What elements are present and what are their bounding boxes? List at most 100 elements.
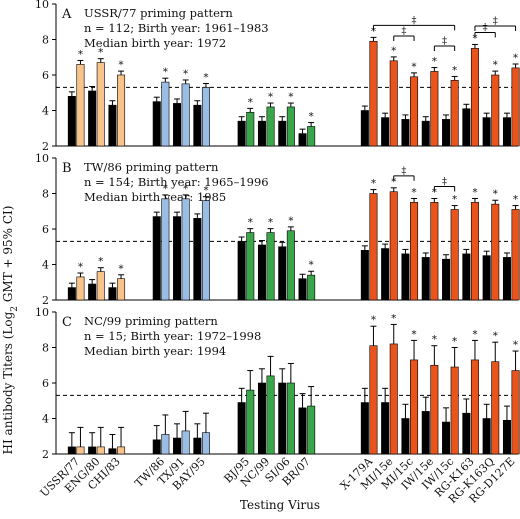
bar-nc-99-post — [266, 232, 275, 301]
bar-eng-80-post — [96, 62, 105, 147]
bar-si-06-baseline — [278, 382, 287, 455]
significance-star: * — [183, 69, 188, 80]
bar-bj-95-post — [246, 232, 255, 301]
panel-C-title-line: Median birth year: 1994 — [84, 344, 226, 358]
bar-mi-15c-post — [410, 359, 419, 455]
bar-x-179a-baseline — [360, 250, 369, 301]
bar-chi-83-post — [117, 74, 126, 147]
bar-x-179a-post — [369, 193, 378, 301]
bar-chi-83-post — [117, 278, 126, 301]
significance-star: * — [472, 187, 477, 198]
bar-rg-d127e-baseline — [502, 419, 511, 455]
panel-A-letter: A — [61, 7, 72, 22]
bar-rg-k163q-baseline — [482, 418, 491, 455]
significance-star: * — [119, 60, 124, 71]
bar-mi-15e-baseline — [381, 402, 390, 455]
bar-rg-d127e-post — [511, 209, 520, 301]
bar-iw-15c-baseline — [442, 421, 451, 455]
significance-star: * — [371, 179, 376, 190]
bar-rg-k163-post — [470, 202, 479, 301]
panel-B-title-line: n = 154; Birth year: 1965–1996 — [84, 175, 269, 189]
significance-star: * — [371, 26, 376, 37]
significance-star: * — [452, 337, 457, 348]
bar-mi-15c-post — [410, 202, 419, 301]
significance-star: * — [513, 340, 518, 351]
bar-bj-95-baseline — [237, 402, 246, 455]
bar-br-07-baseline — [298, 278, 307, 301]
significance-star: * — [391, 177, 396, 188]
panel-C-title-line: n = 15; Birth year: 1972–1998 — [84, 329, 261, 343]
bar-nc-99-post — [266, 106, 275, 147]
bar-rg-d127e-post — [511, 67, 520, 147]
significance-star: * — [119, 264, 124, 275]
panel-B-y-tick-label: 2 — [42, 294, 49, 307]
bar-bay-95-baseline — [193, 104, 202, 147]
significance-star: * — [183, 184, 188, 195]
bar-br-07-baseline — [298, 133, 307, 147]
comparison-marker: ‡ — [401, 26, 406, 37]
bar-mi-15c-baseline — [401, 253, 410, 301]
significance-star: * — [452, 195, 457, 206]
panel-C-y-tick-label: 10 — [35, 306, 49, 319]
bar-rg-k163q-baseline — [482, 117, 491, 147]
significance-star: * — [472, 33, 477, 44]
significance-star: * — [78, 49, 83, 60]
x-axis-label: Testing Virus — [240, 498, 320, 512]
significance-star: * — [98, 48, 103, 59]
significance-star: * — [432, 335, 437, 346]
bar-eng-80-baseline — [88, 90, 97, 147]
bar-tw-86-post — [161, 434, 170, 455]
comparison-marker: ‡ — [442, 36, 447, 47]
bar-br-07-post — [307, 405, 316, 455]
bar-rg-k163q-post — [491, 74, 500, 147]
bar-bay-95-baseline — [193, 218, 202, 301]
bar-br-07-post — [307, 274, 316, 301]
bar-si-06-post — [286, 106, 295, 147]
panel-B-y-tick-label: 8 — [42, 188, 49, 201]
bar-tw-86-baseline — [152, 439, 161, 455]
significance-star: * — [78, 262, 83, 273]
significance-star: * — [288, 92, 293, 103]
significance-star: * — [248, 97, 253, 108]
bar-bj-95-post — [246, 111, 255, 147]
bar-x-179a-post — [369, 40, 378, 147]
bar-eng-80-post — [96, 271, 105, 301]
bar-chi-83-post — [117, 446, 126, 455]
significance-star: * — [163, 67, 168, 78]
panel-C-y-tick-label: 8 — [42, 342, 49, 355]
bar-iw-15c-post — [450, 366, 459, 455]
panel-B-title-line: TW/86 priming pattern — [84, 160, 219, 174]
bar-iw-15e-baseline — [421, 257, 430, 301]
panel-C-letter: C — [62, 315, 72, 330]
bar-eng-80-baseline — [88, 446, 97, 455]
significance-star: * — [268, 92, 273, 103]
bar-br-07-post — [307, 126, 316, 147]
panel-B-letter: B — [62, 161, 72, 176]
comparison-marker: ‡ — [412, 15, 417, 26]
bar-iw-15c-post — [450, 209, 459, 301]
comparison-marker: ‡ — [401, 166, 406, 177]
bar-tw-86-baseline — [152, 216, 161, 301]
bar-x-179a-post — [369, 345, 378, 455]
panel-B-y-tick-label: 10 — [35, 152, 49, 165]
significance-star: * — [452, 65, 457, 76]
bar-chi-83-baseline — [108, 287, 117, 301]
significance-star: * — [472, 329, 477, 340]
significance-star: * — [98, 257, 103, 268]
bar-rg-k163-baseline — [462, 412, 471, 455]
bar-ussr-77-post — [76, 446, 85, 455]
bar-bj-95-post — [246, 389, 255, 455]
panel-A-y-tick-label: 2 — [42, 140, 49, 153]
comparison-marker: ‡ — [493, 16, 498, 27]
comparison-marker: ‡ — [442, 176, 447, 187]
significance-star: * — [391, 46, 396, 57]
panel-A-title-line: Median birth year: 1972 — [84, 36, 226, 50]
bar-si-06-post — [286, 382, 295, 455]
significance-star: * — [513, 53, 518, 64]
significance-star: * — [371, 315, 376, 326]
significance-star: * — [309, 112, 314, 123]
bar-tx-91-post — [181, 198, 190, 301]
